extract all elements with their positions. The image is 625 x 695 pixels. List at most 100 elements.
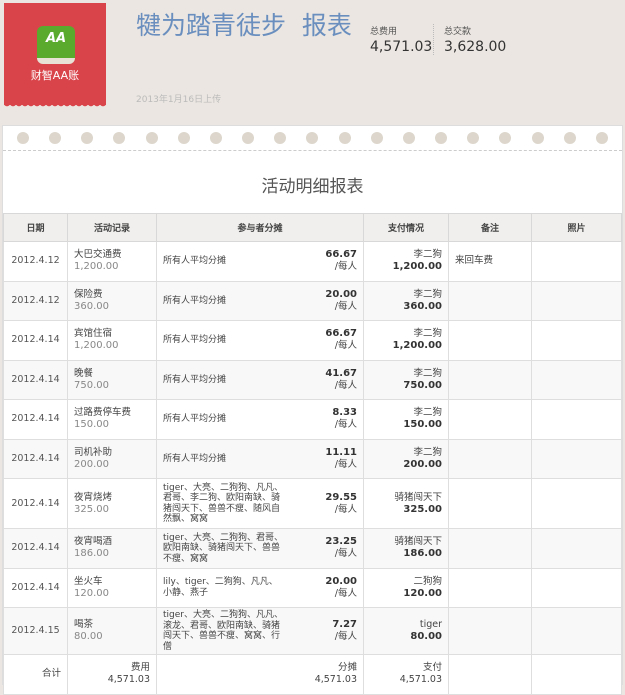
row-participants: 所有人平均分摊 11.11/每人: [156, 438, 364, 479]
row-photo: [531, 528, 622, 569]
activity-amount: 150.00: [74, 419, 109, 431]
row-participants: 所有人平均分摊 66.67/每人: [156, 241, 364, 282]
total-share-label: 分摊: [337, 662, 357, 674]
row-note: [448, 399, 532, 440]
punch-hole: [274, 132, 287, 144]
row-participants: tiger、大亮、二狗狗、凡凡、君哥、李二狗、欧阳南缺、骑猪闯天下、兽兽不瘦、随…: [156, 478, 364, 529]
row-activity: 喝茶 80.00: [67, 607, 157, 655]
participant-names: tiger、大亮、二狗狗、凡凡、君哥、李二狗、欧阳南缺、骑猪闯天下、兽兽不瘦、随…: [163, 482, 283, 525]
share-amount: 11.11: [325, 446, 357, 458]
divider: [3, 150, 622, 151]
app-logo: AA 财智AA账: [4, 3, 106, 109]
row-photo: [531, 567, 622, 608]
row-payment: 李二狗 200.00: [363, 438, 449, 479]
row-photo: [531, 359, 622, 400]
payer: 李二狗: [413, 407, 442, 419]
row-activity: 保险费 360.00: [67, 280, 157, 321]
activity-amount: 1,200.00: [74, 340, 119, 352]
activity-name: 夜宵烧烤: [74, 491, 113, 503]
punch-hole: [17, 132, 29, 144]
total-share-cell: 分摊 4,571.03: [156, 654, 364, 695]
table-row: 2012.4.14 晚餐 750.00 所有人平均分摊 41.67/每人 李二狗 75…: [3, 359, 622, 400]
punch-hole: [338, 132, 351, 144]
activity-amount: 750.00: [74, 379, 109, 391]
activity-name: 保险费: [74, 288, 103, 300]
paid-amount: 750.00: [403, 379, 442, 391]
activity-name: 司机补助: [74, 446, 113, 458]
row-photo: [531, 399, 622, 440]
col-date: 日期: [3, 213, 68, 242]
share-amount: 7.27: [332, 619, 357, 630]
share-unit: /每人: [334, 300, 357, 312]
participant-names: tiger、大亮、二狗狗、君哥、欧阳南缺、骑猪闯天下、兽兽不瘦、窝窝: [163, 532, 283, 564]
row-activity: 大巴交通费 1,200.00: [67, 241, 157, 282]
total-paid: 总交款 3,628.00: [433, 24, 506, 55]
col-note: 备注: [448, 213, 532, 242]
payer: 骑猪闯天下: [394, 491, 442, 503]
share-unit: /每人: [334, 458, 357, 470]
row-payment: 李二狗 1,200.00: [363, 241, 449, 282]
row-note: [448, 607, 532, 655]
row-activity: 坐火车 120.00: [67, 567, 157, 608]
punch-hole: [242, 132, 255, 144]
total-cost-value: 4,571.03: [370, 39, 433, 55]
row-note: [448, 567, 532, 608]
participant-names: 所有人平均分摊: [163, 256, 227, 266]
total-paid-value: 3,628.00: [444, 39, 507, 55]
row-participants: 所有人平均分摊 66.67/每人: [156, 320, 364, 361]
share-unit: /每人: [334, 379, 357, 391]
page-title: 犍为踏青徒步 报表: [136, 11, 352, 40]
share-amount: 8.33: [332, 407, 357, 419]
paid-amount: 186.00: [403, 548, 442, 560]
payer: 李二狗: [413, 328, 442, 340]
payer: 李二狗: [413, 249, 442, 261]
row-payment: 骑猪闯天下 186.00: [363, 528, 449, 569]
logo-text: 财智AA账: [30, 69, 80, 82]
activity-name: 晚餐: [74, 367, 94, 379]
row-participants: lily、tiger、二狗狗、凡凡、小静、燕子 20.00/每人: [156, 567, 364, 608]
row-photo: [531, 478, 622, 529]
row-photo: [531, 320, 622, 361]
total-paid-label: 总交款: [444, 27, 472, 37]
share-amount: 29.55: [325, 491, 357, 503]
punch-holes: [17, 132, 608, 144]
total-paid-amount: 4,571.03: [399, 674, 442, 686]
share-unit: /每人: [334, 261, 357, 273]
row-note: 来回车费: [448, 241, 532, 282]
share-unit: /每人: [334, 587, 357, 599]
share-amount: 66.67: [325, 249, 357, 261]
row-note: [448, 280, 532, 321]
share-amount: 20.00: [325, 288, 357, 300]
row-payment: 李二狗 360.00: [363, 280, 449, 321]
punch-hole: [113, 132, 126, 144]
participant-names: 所有人平均分摊: [163, 295, 227, 306]
paid-amount: 80.00: [410, 631, 442, 642]
table-row: 2012.4.12 大巴交通费 1,200.00 所有人平均分摊 66.67/每人 …: [3, 241, 622, 282]
share-amount: 41.67: [325, 367, 357, 379]
participant-names: tiger、大亮、二狗狗、凡凡、滚龙、君哥、欧阳南缺、骑猪闯天下、兽兽不瘦、窝窝…: [163, 610, 283, 652]
table-row: 2012.4.14 夜宵喝酒 186.00 tiger、大亮、二狗狗、君哥、欧阳南…: [3, 528, 622, 569]
row-activity: 过路费停车费 150.00: [67, 399, 157, 440]
col-activity: 活动记录: [67, 213, 157, 242]
row-payment: 李二狗 150.00: [363, 399, 449, 440]
punch-hole: [435, 132, 448, 144]
total-cost-label: 费用: [130, 662, 150, 674]
share-unit: /每人: [334, 503, 357, 515]
paid-amount: 200.00: [403, 458, 442, 470]
row-date: 2012.4.12: [3, 241, 68, 282]
payer: 二狗狗: [413, 575, 442, 587]
total-cost-amount: 4,571.03: [107, 674, 150, 686]
upload-date: 2013年1月16日上传: [136, 95, 222, 105]
share-amount: 23.25: [325, 536, 357, 548]
row-activity: 宾馆住宿 1,200.00: [67, 320, 157, 361]
share-unit: /每人: [334, 548, 357, 560]
participant-names: 所有人平均分摊: [163, 414, 227, 424]
payer: 骑猪闯天下: [394, 536, 442, 548]
punch-hole: [595, 132, 608, 144]
row-note: [448, 438, 532, 479]
report-title: 活动明细报表: [261, 177, 364, 197]
table-row: 2012.4.14 宾馆住宿 1,200.00 所有人平均分摊 66.67/每人 李…: [3, 320, 622, 361]
activity-name: 夜宵喝酒: [74, 536, 113, 548]
row-payment: 二狗狗 120.00: [363, 567, 449, 608]
activity-amount: 325.00: [74, 503, 109, 515]
